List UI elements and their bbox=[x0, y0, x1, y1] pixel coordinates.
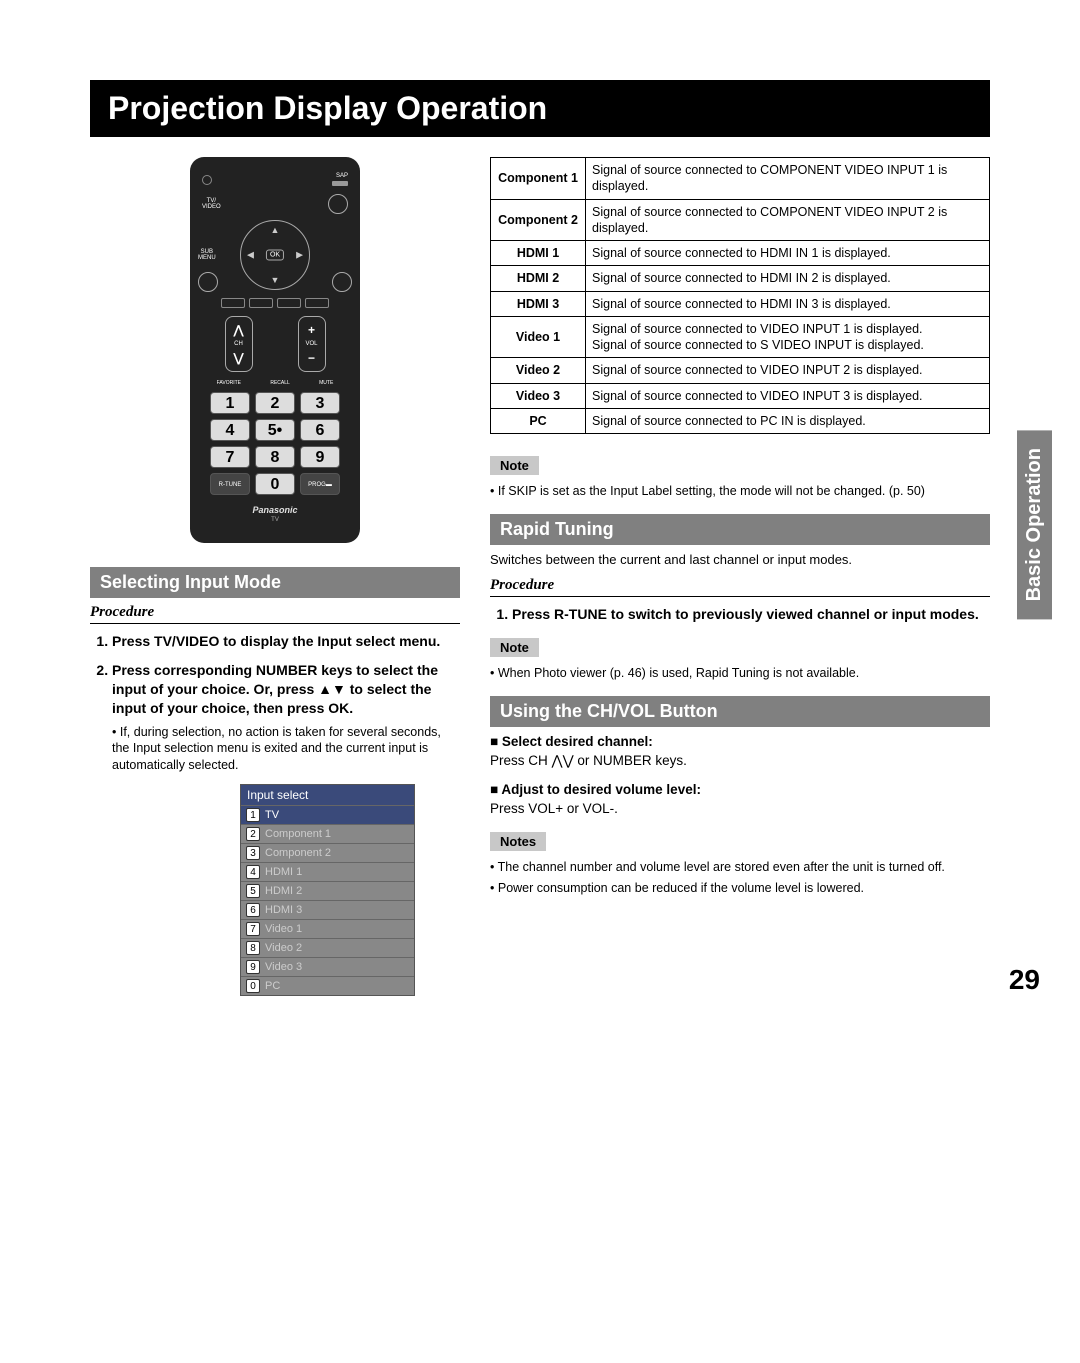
chvol-item: Adjust to desired volume level: Press VO… bbox=[490, 781, 990, 819]
submenu-label: SUB MENU bbox=[198, 249, 216, 261]
key-1: 1 bbox=[210, 392, 250, 414]
input-select-menu: Input select 1TV 2Component 1 3Component… bbox=[240, 784, 415, 996]
key-8: 8 bbox=[255, 446, 295, 468]
section-rapid-tuning: Rapid Tuning bbox=[490, 514, 990, 545]
remote-illustration: SAP TV/ VIDEO SUB MENU OK ▲ ▼ ◀ ▶ bbox=[90, 157, 460, 543]
step-2: Press corresponding NUMBER keys to selec… bbox=[112, 661, 460, 774]
dpad-icon: OK ▲ ▼ ◀ ▶ bbox=[240, 220, 310, 290]
left-column: SAP TV/ VIDEO SUB MENU OK ▲ ▼ ◀ ▶ bbox=[90, 157, 460, 996]
notes-bullet: The channel number and volume level are … bbox=[490, 859, 990, 876]
menu-item: 0PC bbox=[241, 976, 414, 995]
key-prog: PROG▬ bbox=[300, 473, 340, 495]
note-text: If SKIP is set as the Input Label settin… bbox=[490, 483, 990, 500]
brand-sub: TV bbox=[202, 517, 348, 523]
step-2-note: If, during selection, no action is taken… bbox=[112, 724, 460, 775]
notes-label: Notes bbox=[490, 832, 546, 851]
rapid-step-1: Press R-TUNE to switch to previously vie… bbox=[512, 605, 990, 624]
menu-item: 8Video 2 bbox=[241, 938, 414, 957]
round-button-icon bbox=[328, 194, 348, 214]
table-row: HDMI 3Signal of source connected to HDMI… bbox=[491, 291, 990, 316]
key-5: 5• bbox=[255, 419, 295, 441]
page-title: Projection Display Operation bbox=[90, 80, 990, 137]
down-arrow-icon: ▼ bbox=[271, 275, 280, 285]
round-button-icon bbox=[332, 272, 352, 292]
ok-button: OK bbox=[266, 250, 284, 261]
key-9: 9 bbox=[300, 446, 340, 468]
menu-item: 2Component 1 bbox=[241, 824, 414, 843]
table-row: Video 3Signal of source connected to VID… bbox=[491, 383, 990, 408]
step-1: Press TV/VIDEO to display the Input sele… bbox=[112, 632, 460, 651]
up-arrow-icon: ▲ bbox=[271, 225, 280, 235]
ch-rocker-icon: ⋀CH⋁ bbox=[225, 316, 253, 372]
section-chvol: Using the CH/VOL Button bbox=[490, 696, 990, 727]
note-label: Note bbox=[490, 638, 539, 657]
chvol-body: Press CH ⋀⋁ or NUMBER keys. bbox=[490, 753, 687, 768]
key-0: 0 bbox=[255, 473, 295, 495]
vol-rocker-icon: +VOL− bbox=[298, 316, 326, 372]
number-pad: 1 2 3 4 5• 6 7 8 9 R-TUNE 0 PROG▬ bbox=[210, 392, 340, 495]
menu-item: 7Video 1 bbox=[241, 919, 414, 938]
menu-item: 4HDMI 1 bbox=[241, 862, 414, 881]
brand-label: Panasonic bbox=[202, 505, 348, 515]
section-selecting-input: Selecting Input Mode bbox=[90, 567, 460, 598]
rapid-desc: Switches between the current and last ch… bbox=[490, 551, 990, 569]
sap-label: SAP bbox=[332, 173, 348, 186]
table-row: PCSignal of source connected to PC IN is… bbox=[491, 408, 990, 433]
left-arrow-icon: ◀ bbox=[247, 250, 254, 261]
rapid-steps: Press R-TUNE to switch to previously vie… bbox=[490, 605, 990, 624]
side-tab: Basic Operation bbox=[1017, 430, 1052, 619]
key-3: 3 bbox=[300, 392, 340, 414]
table-row: Component 2Signal of source connected to… bbox=[491, 199, 990, 241]
content-columns: SAP TV/ VIDEO SUB MENU OK ▲ ▼ ◀ ▶ bbox=[90, 157, 990, 996]
key-4: 4 bbox=[210, 419, 250, 441]
table-row: Video 1Signal of source connected to VID… bbox=[491, 316, 990, 358]
power-led-icon bbox=[202, 175, 212, 185]
menu-item: 3Component 2 bbox=[241, 843, 414, 862]
menu-item: 9Video 3 bbox=[241, 957, 414, 976]
tv-video-label: TV/ VIDEO bbox=[202, 198, 221, 210]
input-signal-table: Component 1Signal of source connected to… bbox=[490, 157, 990, 434]
table-row: Component 1Signal of source connected to… bbox=[491, 158, 990, 200]
key-2: 2 bbox=[255, 392, 295, 414]
key-rtune: R-TUNE bbox=[210, 473, 250, 495]
table-row: Video 2Signal of source connected to VID… bbox=[491, 358, 990, 383]
notes-bullet: Power consumption can be reduced if the … bbox=[490, 880, 990, 897]
table-row: HDMI 1Signal of source connected to HDMI… bbox=[491, 241, 990, 266]
right-column: Component 1Signal of source connected to… bbox=[490, 157, 990, 996]
chvol-item: Select desired channel: Press CH ⋀⋁ or N… bbox=[490, 733, 990, 771]
round-button-icon bbox=[198, 272, 218, 292]
procedure-label: Procedure bbox=[90, 604, 460, 624]
note-text: When Photo viewer (p. 46) is used, Rapid… bbox=[490, 665, 990, 682]
color-buttons-icon bbox=[202, 298, 348, 308]
chvol-body: Press VOL+ or VOL-. bbox=[490, 801, 618, 816]
key-7: 7 bbox=[210, 446, 250, 468]
page-number: 29 bbox=[1009, 964, 1040, 996]
menu-item: 5HDMI 2 bbox=[241, 881, 414, 900]
input-select-header: Input select bbox=[241, 785, 414, 805]
small-labels: FAVORITERECALLMUTE bbox=[202, 380, 348, 386]
remote-body: SAP TV/ VIDEO SUB MENU OK ▲ ▼ ◀ ▶ bbox=[190, 157, 360, 543]
menu-item: 1TV bbox=[241, 805, 414, 824]
note-label: Note bbox=[490, 456, 539, 475]
right-arrow-icon: ▶ bbox=[296, 250, 303, 261]
key-6: 6 bbox=[300, 419, 340, 441]
menu-item: 6HDMI 3 bbox=[241, 900, 414, 919]
procedure-label: Procedure bbox=[490, 577, 990, 597]
steps-list: Press TV/VIDEO to display the Input sele… bbox=[90, 632, 460, 774]
table-row: HDMI 2Signal of source connected to HDMI… bbox=[491, 266, 990, 291]
